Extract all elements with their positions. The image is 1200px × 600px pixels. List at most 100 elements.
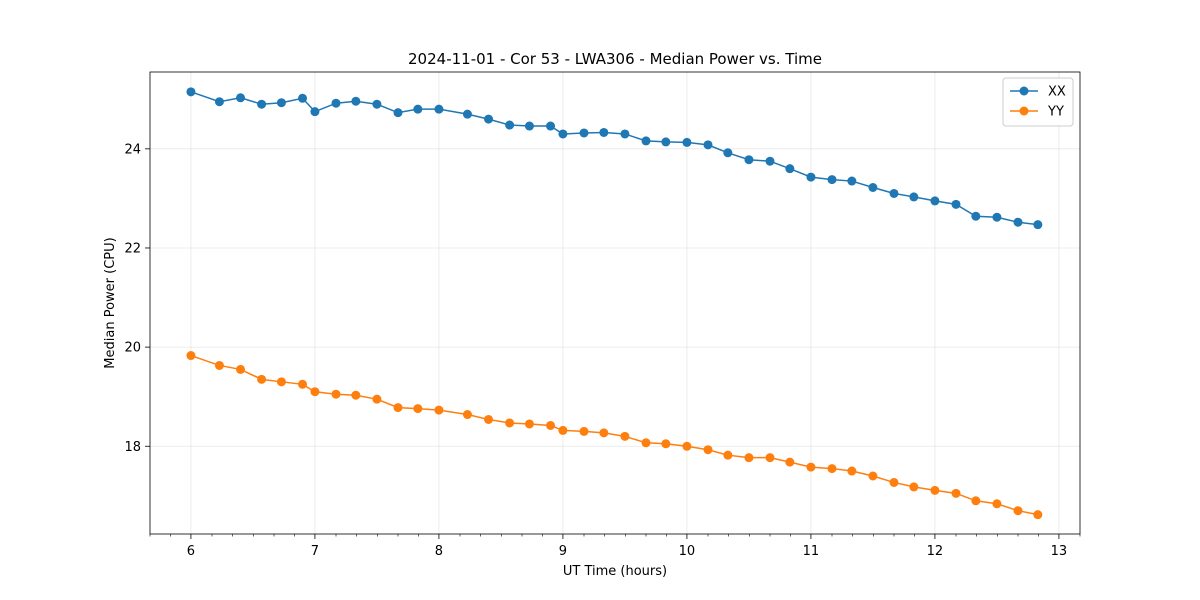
grid [150,72,1080,534]
data-point-yy [462,410,472,420]
data-point-xx [641,136,651,146]
data-point-xx [1033,220,1043,230]
data-point-xx [909,192,919,202]
data-point-yy [806,462,816,472]
data-point-xx [992,212,1002,222]
data-point-yy [1013,506,1023,516]
data-point-yy [524,419,534,429]
x-tick-label: 7 [311,544,319,559]
data-point-xx [546,121,556,131]
data-point-yy [971,496,981,506]
data-point-yy [276,377,286,387]
data-point-xx [765,156,775,166]
data-point-xx [579,128,589,138]
data-point-xx [682,137,692,147]
data-point-xx [276,98,286,108]
data-point-yy [434,405,444,415]
data-point-xx [599,127,609,137]
x-tick-label: 9 [559,544,567,559]
data-point-xx [785,164,795,174]
data-point-yy [484,414,494,424]
legend-marker-yy [1019,106,1029,116]
data-point-xx [393,108,403,118]
data-point-xx [186,87,196,97]
data-point-xx [930,196,940,206]
data-point-xx [310,107,320,117]
data-point-xx [413,104,423,114]
x-tick-label: 10 [679,544,696,559]
data-point-xx [372,99,382,109]
data-point-xx [703,140,713,150]
data-point-yy [351,390,361,400]
data-point-yy [785,457,795,467]
data-point-xx [505,120,515,130]
x-tick-label: 8 [435,544,443,559]
data-point-xx [971,211,981,221]
data-point-xx [889,188,899,198]
y-axis-label: Median Power (CPU) [103,237,118,368]
data-point-yy [1033,510,1043,520]
data-point-xx [214,97,224,107]
legend-label-xx: XX [1048,85,1066,100]
data-point-yy [744,453,754,463]
data-point-xx [524,121,534,131]
y-tick-label: 18 [124,440,141,455]
data-point-xx [827,175,837,185]
y-tick-label: 22 [124,241,141,256]
y-tick-label: 20 [124,341,141,356]
series-line-yy [190,354,1038,516]
data-point-yy [599,428,609,438]
data-point-yy [661,439,671,449]
x-tick-label: 12 [927,544,944,559]
data-point-yy [372,394,382,404]
x-axis-label: UT Time (hours) [563,564,667,579]
data-point-xx [744,155,754,165]
data-point-yy [827,464,837,474]
data-point-xx [723,148,733,158]
x-tick-label: 13 [1051,544,1068,559]
data-point-xx [620,129,630,139]
legend: XX YY [1002,77,1074,127]
legend-marker-xx [1019,86,1029,96]
data-point-yy [765,453,775,463]
data-point-yy [393,403,403,413]
data-point-xx [484,114,494,124]
data-point-yy [641,438,651,448]
data-point-xx [236,93,246,103]
axis-ticks: 6 7 8 9 10 11 12 13 18 20 22 24 [124,142,1081,559]
data-point-xx [298,93,308,103]
data-point-yy [868,471,878,481]
data-point-yy [889,477,899,487]
data-point-xx [257,99,267,109]
data-point-xx [434,104,444,114]
data-point-yy [620,431,630,441]
chart-title: 2024-11-01 - Cor 53 - LWA306 - Median Po… [408,50,822,68]
data-point-yy [331,389,341,399]
series-layer [186,87,1043,520]
plot-area [149,71,1081,535]
data-point-yy [257,374,267,384]
legend-label-yy: YY [1047,105,1064,120]
data-point-yy [703,445,713,455]
data-point-yy [682,441,692,451]
data-point-yy [951,488,961,498]
data-point-yy [723,450,733,460]
data-point-xx [868,183,878,192]
data-point-yy [992,499,1002,509]
y-tick-label: 24 [124,142,141,157]
data-point-xx [558,129,568,139]
data-point-yy [298,379,308,389]
data-point-xx [351,96,361,106]
data-point-yy [214,360,224,370]
data-point-yy [310,387,320,397]
data-point-yy [546,420,556,430]
data-point-yy [930,485,940,495]
data-point-xx [951,199,961,209]
x-tick-label: 6 [187,544,195,559]
data-point-yy [909,482,919,492]
data-point-yy [558,425,568,435]
data-point-xx [331,98,341,108]
data-point-xx [1013,217,1023,227]
data-point-xx [847,176,857,186]
